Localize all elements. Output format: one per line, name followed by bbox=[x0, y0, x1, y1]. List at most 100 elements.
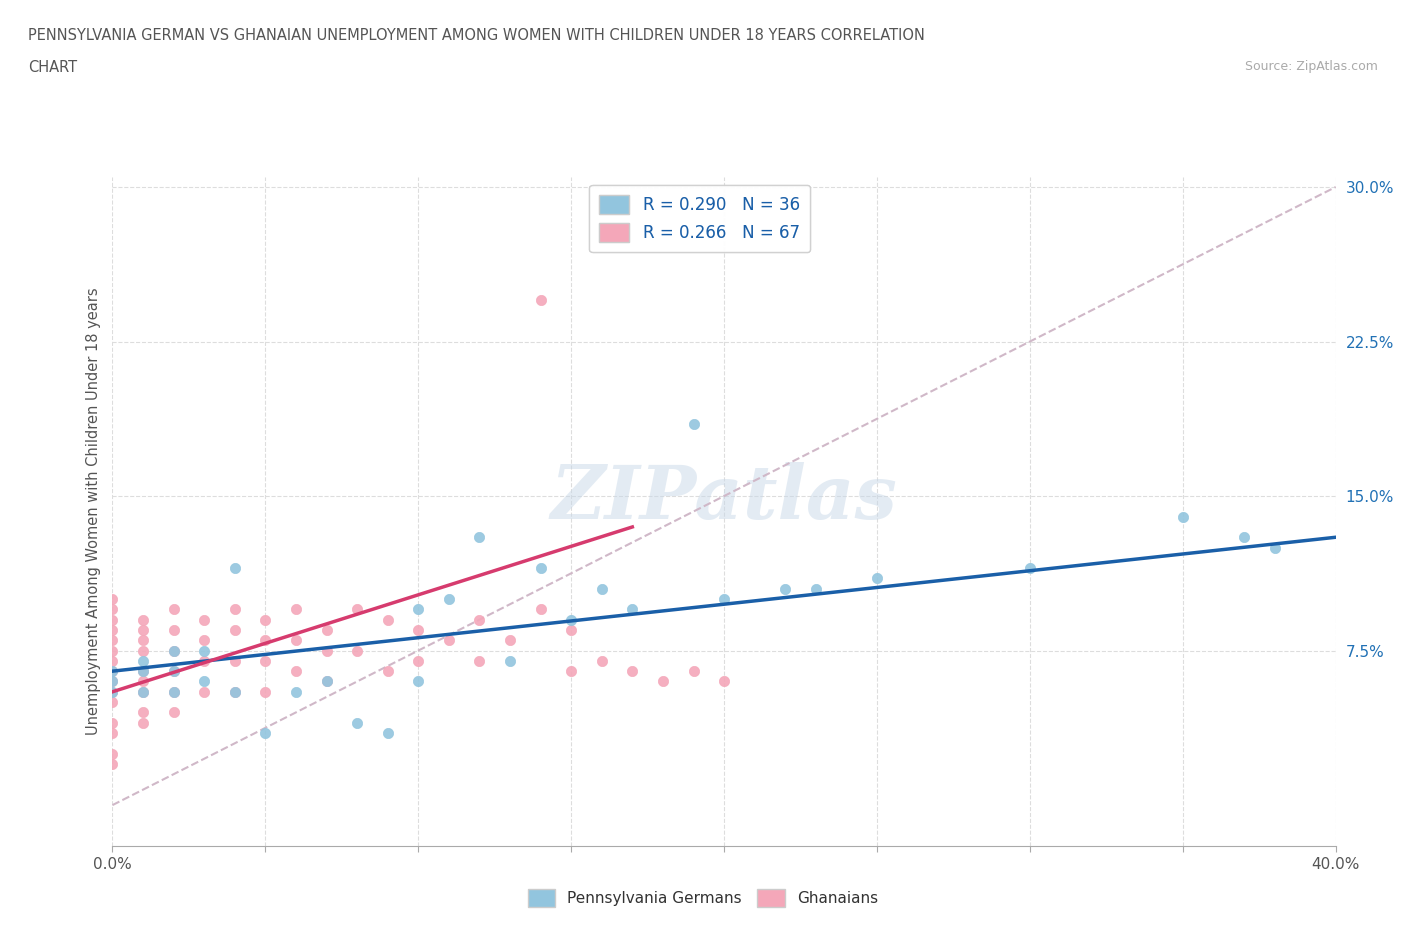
Point bbox=[163, 664, 186, 679]
Point bbox=[101, 602, 124, 617]
Point bbox=[101, 664, 124, 679]
Point bbox=[315, 674, 337, 689]
Point bbox=[132, 612, 155, 627]
Point bbox=[101, 684, 124, 699]
Point bbox=[437, 632, 460, 647]
Point bbox=[224, 602, 246, 617]
Point bbox=[132, 684, 155, 699]
Point bbox=[101, 664, 124, 679]
Point bbox=[193, 644, 215, 658]
Point bbox=[682, 417, 704, 432]
Point bbox=[408, 654, 430, 669]
Point bbox=[284, 684, 308, 699]
Point bbox=[101, 746, 124, 761]
Point bbox=[377, 612, 399, 627]
Point bbox=[652, 674, 675, 689]
Point bbox=[132, 664, 155, 679]
Point bbox=[713, 591, 735, 606]
Point bbox=[101, 644, 124, 658]
Point bbox=[224, 654, 246, 669]
Y-axis label: Unemployment Among Women with Children Under 18 years: Unemployment Among Women with Children U… bbox=[86, 287, 101, 736]
Point bbox=[437, 591, 460, 606]
Point bbox=[193, 654, 215, 669]
Point bbox=[224, 684, 246, 699]
Point bbox=[1233, 530, 1256, 545]
Point bbox=[315, 644, 337, 658]
Point bbox=[224, 561, 246, 576]
Point bbox=[254, 632, 277, 647]
Point bbox=[101, 725, 124, 740]
Point bbox=[101, 674, 124, 689]
Point bbox=[132, 644, 155, 658]
Point bbox=[224, 684, 246, 699]
Point bbox=[804, 581, 827, 596]
Point bbox=[101, 684, 124, 699]
Point bbox=[101, 632, 124, 647]
Point bbox=[315, 622, 337, 637]
Point bbox=[132, 632, 155, 647]
Legend: Pennsylvania Germans, Ghanaians: Pennsylvania Germans, Ghanaians bbox=[522, 884, 884, 913]
Point bbox=[132, 622, 155, 637]
Point bbox=[163, 644, 186, 658]
Point bbox=[132, 684, 155, 699]
Point bbox=[163, 602, 186, 617]
Point bbox=[101, 612, 124, 627]
Point bbox=[560, 622, 582, 637]
Point bbox=[254, 684, 277, 699]
Point bbox=[132, 705, 155, 720]
Point bbox=[377, 664, 399, 679]
Point bbox=[1018, 561, 1040, 576]
Point bbox=[560, 612, 582, 627]
Point bbox=[254, 612, 277, 627]
Point bbox=[254, 725, 277, 740]
Point bbox=[163, 684, 186, 699]
Point bbox=[346, 602, 368, 617]
Point bbox=[775, 581, 797, 596]
Point bbox=[101, 715, 124, 730]
Text: Source: ZipAtlas.com: Source: ZipAtlas.com bbox=[1244, 60, 1378, 73]
Text: ZIPatlas: ZIPatlas bbox=[551, 462, 897, 535]
Point bbox=[101, 622, 124, 637]
Point bbox=[408, 622, 430, 637]
Point bbox=[530, 602, 553, 617]
Point bbox=[713, 674, 735, 689]
Point bbox=[193, 684, 215, 699]
Point bbox=[193, 612, 215, 627]
Point bbox=[101, 695, 124, 710]
Point bbox=[163, 705, 186, 720]
Point bbox=[101, 756, 124, 771]
Point bbox=[132, 654, 155, 669]
Point bbox=[193, 674, 215, 689]
Point bbox=[101, 674, 124, 689]
Point bbox=[560, 664, 582, 679]
Point bbox=[468, 530, 491, 545]
Text: CHART: CHART bbox=[28, 60, 77, 75]
Point bbox=[132, 715, 155, 730]
Point bbox=[315, 674, 337, 689]
Point bbox=[101, 654, 124, 669]
Point bbox=[591, 581, 613, 596]
Point bbox=[254, 654, 277, 669]
Point bbox=[163, 664, 186, 679]
Point bbox=[284, 632, 308, 647]
Point bbox=[163, 622, 186, 637]
Point bbox=[621, 664, 644, 679]
Point bbox=[468, 612, 491, 627]
Point bbox=[408, 674, 430, 689]
Point bbox=[1171, 510, 1194, 525]
Point bbox=[621, 602, 644, 617]
Point bbox=[499, 632, 522, 647]
Legend: R = 0.290   N = 36, R = 0.266   N = 67: R = 0.290 N = 36, R = 0.266 N = 67 bbox=[589, 185, 810, 252]
Point bbox=[530, 293, 553, 308]
Point bbox=[377, 725, 399, 740]
Point bbox=[284, 664, 308, 679]
Point bbox=[193, 632, 215, 647]
Text: PENNSYLVANIA GERMAN VS GHANAIAN UNEMPLOYMENT AMONG WOMEN WITH CHILDREN UNDER 18 : PENNSYLVANIA GERMAN VS GHANAIAN UNEMPLOY… bbox=[28, 28, 925, 43]
Point bbox=[530, 561, 553, 576]
Point bbox=[468, 654, 491, 669]
Point bbox=[163, 684, 186, 699]
Point bbox=[1264, 540, 1286, 555]
Point bbox=[346, 644, 368, 658]
Point bbox=[591, 654, 613, 669]
Point bbox=[499, 654, 522, 669]
